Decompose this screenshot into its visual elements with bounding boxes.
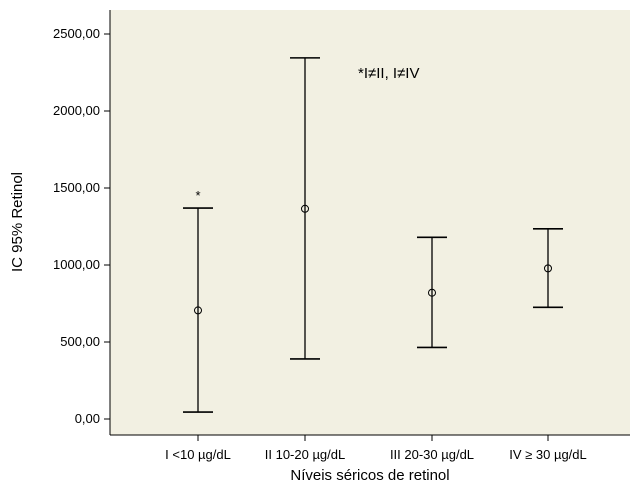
error-bars: * <box>183 57 563 413</box>
mean-point <box>428 288 436 297</box>
y-axis-title: IC 95% Retinol <box>9 172 26 272</box>
y-tick-label: 2500,00 <box>53 26 100 41</box>
mean-point <box>544 264 552 273</box>
y-tick-label: 2000,00 <box>53 103 100 118</box>
x-axis-ticks: I <10 µg/dL II 10-20 µg/dL III 20-30 µg/dL… <box>165 435 587 462</box>
x-axis-title: Níveis séricos de retinol <box>290 467 449 484</box>
x-tick-label: II 10-20 µg/dL <box>265 447 346 462</box>
x-tick-label: IV ≥ 30 µg/dL <box>509 447 587 462</box>
y-tick-label: 1500,00 <box>53 180 100 195</box>
mean-point <box>301 204 309 213</box>
y-tick-label: 1000,00 <box>53 257 100 272</box>
y-axis-ticks: 0,00 500,00 1000,00 1500,00 2000,00 2500,00 <box>53 26 110 426</box>
plot-background <box>110 10 630 435</box>
x-tick-label: III 20-30 µg/dL <box>390 447 474 462</box>
y-tick-label: 500,00 <box>60 334 100 349</box>
x-tick-label: I <10 µg/dL <box>165 447 231 462</box>
mean-point <box>194 306 202 315</box>
y-tick-label: 0,00 <box>75 411 100 426</box>
significance-marker: * <box>195 188 200 203</box>
annotation-text: *I≠II, I≠IV <box>358 65 419 82</box>
